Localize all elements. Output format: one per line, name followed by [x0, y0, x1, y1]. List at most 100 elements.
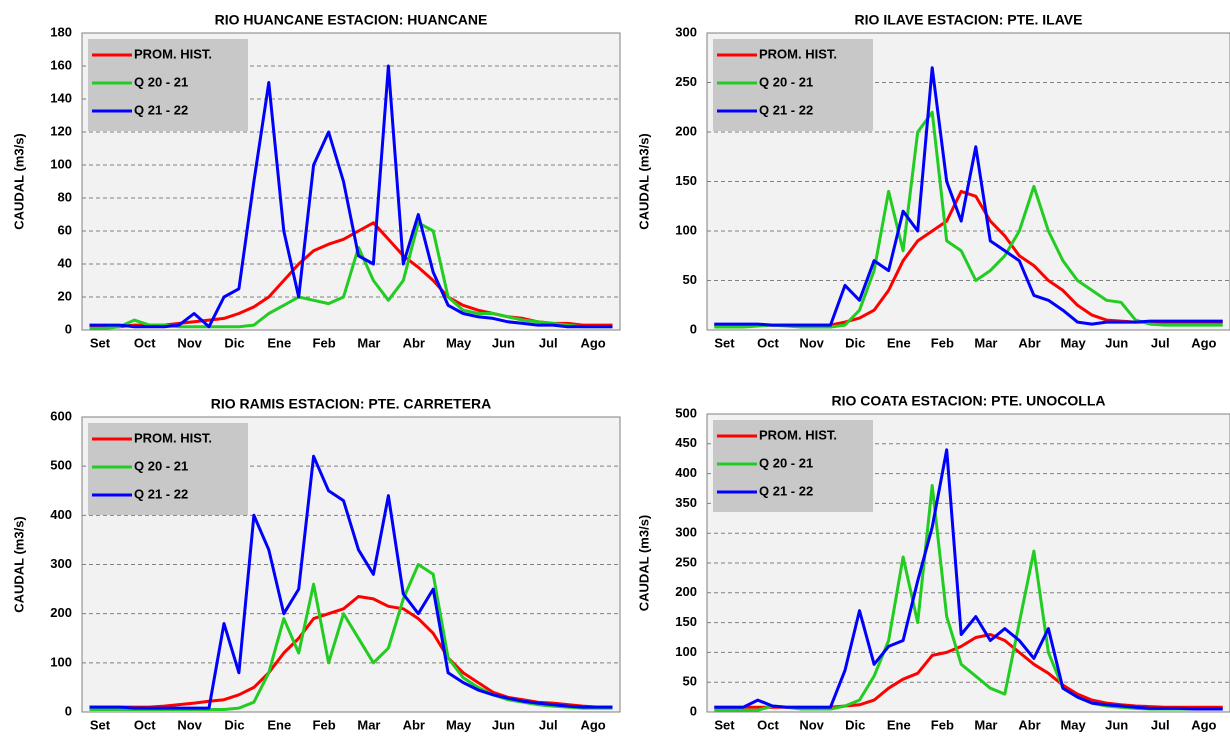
- y-tick-label: 40: [58, 255, 72, 270]
- x-tick-label: Feb: [313, 717, 336, 732]
- y-tick-label: 100: [50, 654, 72, 669]
- legend-label: Q 20 - 21: [759, 455, 813, 470]
- x-tick-label: Set: [714, 335, 735, 350]
- legend-label: Q 20 - 21: [759, 74, 813, 89]
- y-tick-label: 140: [50, 90, 72, 105]
- x-tick-label: Nov: [177, 717, 202, 732]
- x-tick-label: Oct: [757, 335, 779, 350]
- y-tick-label: 450: [675, 435, 697, 450]
- x-tick-label: Jul: [1151, 335, 1170, 350]
- y-tick-label: 300: [675, 24, 697, 39]
- x-tick-label: Abr: [1018, 717, 1040, 732]
- x-tick-label: Abr: [1018, 335, 1040, 350]
- x-tick-label: Feb: [931, 717, 954, 732]
- legend-label: PROM. HIST.: [134, 46, 212, 61]
- y-tick-label: 400: [50, 507, 72, 522]
- x-tick-label: Dic: [224, 717, 244, 732]
- x-tick-label: Ene: [887, 335, 911, 350]
- x-tick-label: Mar: [357, 335, 380, 350]
- x-tick-label: Set: [714, 717, 735, 732]
- x-tick-label: Dic: [845, 717, 865, 732]
- y-tick-label: 200: [675, 123, 697, 138]
- legend-label: Q 21 - 22: [759, 102, 813, 117]
- legend-label: Q 20 - 21: [134, 458, 188, 473]
- x-tick-label: Feb: [313, 335, 336, 350]
- x-tick-label: May: [446, 717, 472, 732]
- x-tick-label: Mar: [357, 717, 380, 732]
- y-tick-label: 0: [65, 321, 72, 336]
- chart-title: RIO RAMIS ESTACION: PTE. CARRETERA: [211, 396, 492, 412]
- x-tick-label: Jul: [539, 717, 558, 732]
- y-tick-label: 0: [690, 321, 697, 336]
- y-tick-label: 160: [50, 57, 72, 72]
- y-tick-label: 600: [50, 408, 72, 423]
- y-tick-label: 150: [675, 614, 697, 629]
- legend-label: PROM. HIST.: [134, 430, 212, 445]
- y-axis-label: CAUDAL (m3/s): [636, 515, 651, 612]
- y-tick-label: 60: [58, 222, 72, 237]
- y-tick-label: 400: [675, 465, 697, 480]
- x-tick-label: Jun: [1105, 335, 1128, 350]
- x-tick-label: Dic: [845, 335, 865, 350]
- y-tick-label: 100: [675, 644, 697, 659]
- x-tick-label: Ago: [1191, 335, 1216, 350]
- data-line: [714, 66, 1223, 327]
- chart-title: RIO HUANCANE ESTACION: HUANCANE: [215, 12, 488, 28]
- data-line: [89, 64, 613, 329]
- x-tick-label: Jun: [1105, 717, 1128, 732]
- x-tick-label: Ene: [267, 335, 291, 350]
- y-tick-label: 300: [675, 525, 697, 540]
- x-tick-label: Jun: [492, 717, 515, 732]
- legend-label: Q 21 - 22: [759, 483, 813, 498]
- y-tick-label: 0: [690, 703, 697, 718]
- x-tick-label: Jul: [1151, 717, 1170, 732]
- y-tick-label: 350: [675, 495, 697, 510]
- legend-label: Q 20 - 21: [134, 74, 188, 89]
- x-tick-label: Nov: [177, 335, 202, 350]
- x-tick-label: Oct: [134, 717, 156, 732]
- x-tick-label: Ene: [887, 717, 911, 732]
- x-tick-label: May: [1060, 335, 1086, 350]
- y-tick-label: 500: [675, 405, 697, 420]
- x-tick-label: Set: [90, 717, 111, 732]
- y-axis-label: CAUDAL (m3/s): [11, 133, 26, 230]
- y-axis-label: CAUDAL (m3/s): [636, 133, 651, 230]
- y-tick-label: 180: [50, 24, 72, 39]
- x-tick-label: May: [446, 335, 472, 350]
- x-tick-label: Set: [90, 335, 111, 350]
- y-tick-label: 200: [675, 584, 697, 599]
- y-tick-label: 120: [50, 123, 72, 138]
- y-tick-label: 20: [58, 288, 72, 303]
- y-tick-label: 50: [683, 272, 697, 287]
- x-tick-label: Mar: [974, 335, 997, 350]
- chart-title: RIO ILAVE ESTACION: PTE. ILAVE: [855, 12, 1083, 28]
- x-tick-label: Ago: [1191, 717, 1216, 732]
- chart-title: RIO COATA ESTACION: PTE. UNOCOLLA: [831, 393, 1105, 409]
- x-tick-label: Jun: [492, 335, 515, 350]
- x-tick-label: Mar: [974, 717, 997, 732]
- x-tick-label: Abr: [403, 717, 425, 732]
- x-tick-label: Ago: [580, 717, 605, 732]
- y-tick-label: 100: [50, 156, 72, 171]
- x-tick-label: Oct: [134, 335, 156, 350]
- y-tick-label: 300: [50, 556, 72, 571]
- y-axis-label: CAUDAL (m3/s): [11, 516, 26, 613]
- y-tick-label: 500: [50, 458, 72, 473]
- y-tick-label: 50: [683, 674, 697, 689]
- y-tick-label: 250: [675, 554, 697, 569]
- x-tick-label: May: [1060, 717, 1086, 732]
- x-tick-label: Nov: [799, 717, 824, 732]
- y-tick-label: 0: [65, 703, 72, 718]
- y-tick-label: 200: [50, 605, 72, 620]
- legend-label: Q 21 - 22: [134, 102, 188, 117]
- x-tick-label: Abr: [403, 335, 425, 350]
- y-tick-label: 80: [58, 189, 72, 204]
- legend-label: Q 21 - 22: [134, 486, 188, 501]
- x-tick-label: Oct: [757, 717, 779, 732]
- legend-label: PROM. HIST.: [759, 46, 837, 61]
- y-tick-label: 150: [675, 173, 697, 188]
- x-tick-label: Ago: [580, 335, 605, 350]
- x-tick-label: Dic: [224, 335, 244, 350]
- data-line: [714, 448, 1223, 711]
